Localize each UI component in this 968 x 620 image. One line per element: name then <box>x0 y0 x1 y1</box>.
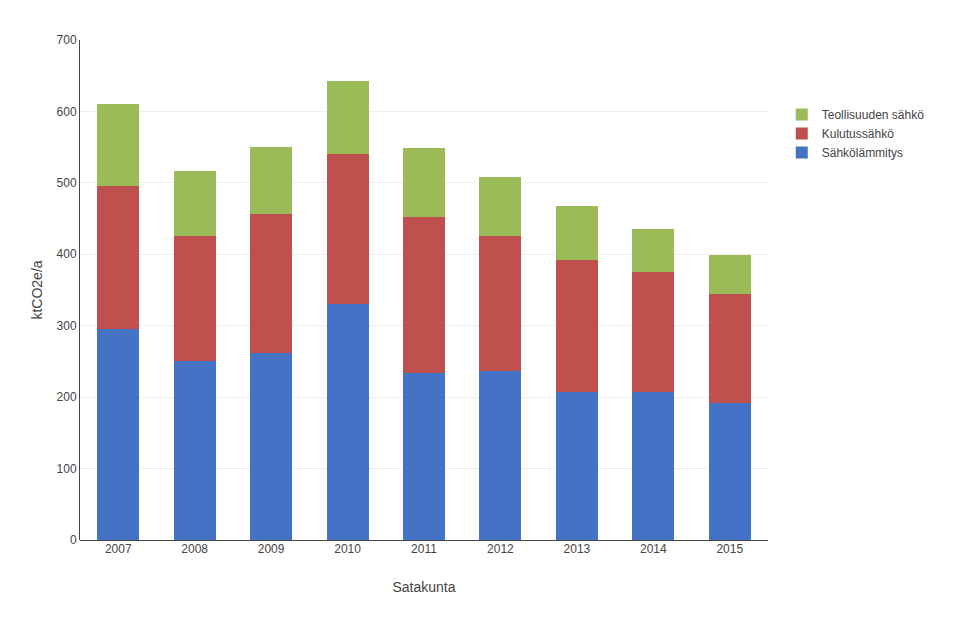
svg-text:2015: 2015 <box>716 542 743 556</box>
svg-text:700: 700 <box>57 33 77 47</box>
svg-text:Kulutussähkö: Kulutussähkö <box>822 127 894 141</box>
svg-text:0: 0 <box>70 533 77 547</box>
svg-text:Satakunta: Satakunta <box>392 579 455 595</box>
svg-text:Teollisuuden sähkö: Teollisuuden sähkö <box>822 108 924 122</box>
svg-text:2012: 2012 <box>487 542 514 556</box>
svg-text:2008: 2008 <box>181 542 208 556</box>
svg-text:Sähkölämmitys: Sähkölämmitys <box>822 146 903 160</box>
svg-text:2011: 2011 <box>411 542 437 556</box>
svg-text:2007: 2007 <box>105 542 132 556</box>
svg-text:2013: 2013 <box>564 542 591 556</box>
svg-text:400: 400 <box>57 247 77 261</box>
svg-text:600: 600 <box>57 105 77 119</box>
svg-text:100: 100 <box>57 462 77 476</box>
svg-text:ktCO2e/a: ktCO2e/a <box>29 260 45 319</box>
svg-text:500: 500 <box>57 176 77 190</box>
svg-text:2014: 2014 <box>640 542 667 556</box>
svg-text:200: 200 <box>57 390 77 404</box>
svg-text:300: 300 <box>57 319 77 333</box>
svg-text:2009: 2009 <box>258 542 285 556</box>
svg-text:2010: 2010 <box>334 542 361 556</box>
